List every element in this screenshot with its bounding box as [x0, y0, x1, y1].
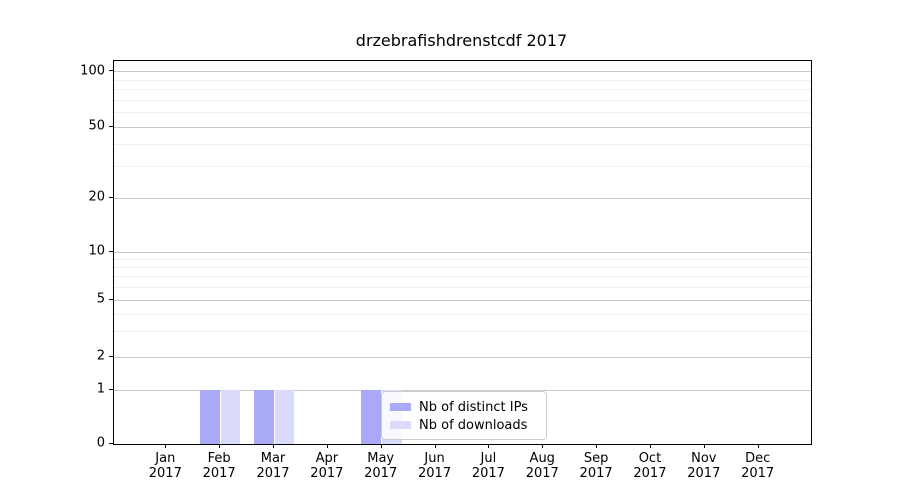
x-tick-mark: [488, 444, 490, 448]
y-tick-label: 50: [88, 118, 105, 134]
bar-distinct-ips-may: [361, 390, 382, 444]
major-gridline: [114, 389, 811, 391]
minor-gridline: [114, 331, 811, 333]
x-tick-label: Feb 2017: [202, 451, 236, 481]
bar-distinct-ips-mar: [253, 390, 274, 444]
y-tick-mark: [109, 125, 113, 127]
y-tick-mark: [109, 355, 113, 357]
minor-gridline: [114, 89, 811, 90]
chart-title: drzebrafishdrenstcdf 2017: [355, 31, 568, 50]
major-gridline: [114, 126, 811, 128]
y-tick-mark: [109, 196, 113, 198]
y-tick-mark: [109, 70, 113, 72]
x-tick-mark: [219, 444, 221, 448]
legend-label: Nb of distinct IPs: [419, 399, 528, 415]
x-tick-label: Nov 2017: [687, 451, 721, 481]
y-tick-mark: [109, 250, 113, 252]
plot-area: Nb of distinct IPs Nb of downloads: [113, 60, 812, 445]
major-gridline: [114, 251, 811, 253]
x-tick-mark: [757, 444, 759, 448]
y-tick-label: 100: [80, 63, 105, 79]
y-tick-label: 0: [96, 435, 105, 451]
x-tick-mark: [703, 444, 705, 448]
legend-label: Nb of downloads: [419, 417, 528, 433]
legend: Nb of distinct IPs Nb of downloads: [381, 391, 547, 440]
x-tick-label: Jan 2017: [148, 451, 182, 481]
y-tick-label: 20: [88, 189, 105, 205]
y-tick-label: 2: [96, 348, 105, 364]
major-gridline: [114, 197, 811, 199]
minor-gridline: [114, 287, 811, 289]
x-tick-mark: [326, 444, 328, 448]
x-tick-label: Aug 2017: [525, 451, 559, 481]
bar-downloads-mar: [274, 390, 294, 444]
x-tick-mark: [649, 444, 651, 448]
major-gridline: [114, 356, 811, 358]
minor-gridline: [114, 99, 811, 101]
minor-gridline: [114, 313, 811, 315]
x-tick-label: Apr 2017: [310, 451, 344, 481]
legend-row: Nb of distinct IPs: [390, 398, 546, 416]
legend-row: Nb of downloads: [390, 416, 546, 434]
x-tick-label: Jul 2017: [471, 451, 505, 481]
bar-distinct-ips-feb: [199, 390, 220, 444]
minor-gridline: [114, 166, 811, 168]
y-tick-mark: [109, 298, 113, 300]
y-tick-mark: [109, 388, 113, 390]
minor-gridline: [114, 79, 811, 81]
y-tick-mark: [109, 442, 113, 444]
x-tick-mark: [596, 444, 598, 448]
y-tick-label: 10: [88, 243, 105, 259]
x-tick-label: Mar 2017: [256, 451, 290, 481]
minor-gridline: [114, 276, 811, 278]
minor-gridline: [114, 267, 811, 269]
x-tick-label: Oct 2017: [633, 451, 667, 481]
legend-swatch-downloads: [390, 421, 411, 429]
y-tick-label: 1: [96, 381, 105, 397]
bar-downloads-feb: [220, 390, 241, 444]
y-tick-label: 5: [96, 291, 105, 307]
x-tick-label: Sep 2017: [579, 451, 613, 481]
x-tick-label: Dec 2017: [741, 451, 775, 481]
x-tick-label: Jun 2017: [418, 451, 452, 481]
legend-swatch-distinct-ips: [390, 403, 411, 411]
major-gridline: [114, 71, 811, 73]
x-tick-mark: [165, 444, 167, 448]
minor-gridline: [114, 111, 811, 113]
x-tick-mark: [434, 444, 436, 448]
minor-gridline: [114, 259, 811, 261]
x-tick-mark: [273, 444, 274, 448]
x-tick-label: May 2017: [364, 451, 398, 481]
minor-gridline: [114, 143, 811, 145]
major-gridline: [114, 299, 811, 301]
x-tick-mark: [542, 444, 544, 448]
x-tick-mark: [380, 444, 382, 448]
